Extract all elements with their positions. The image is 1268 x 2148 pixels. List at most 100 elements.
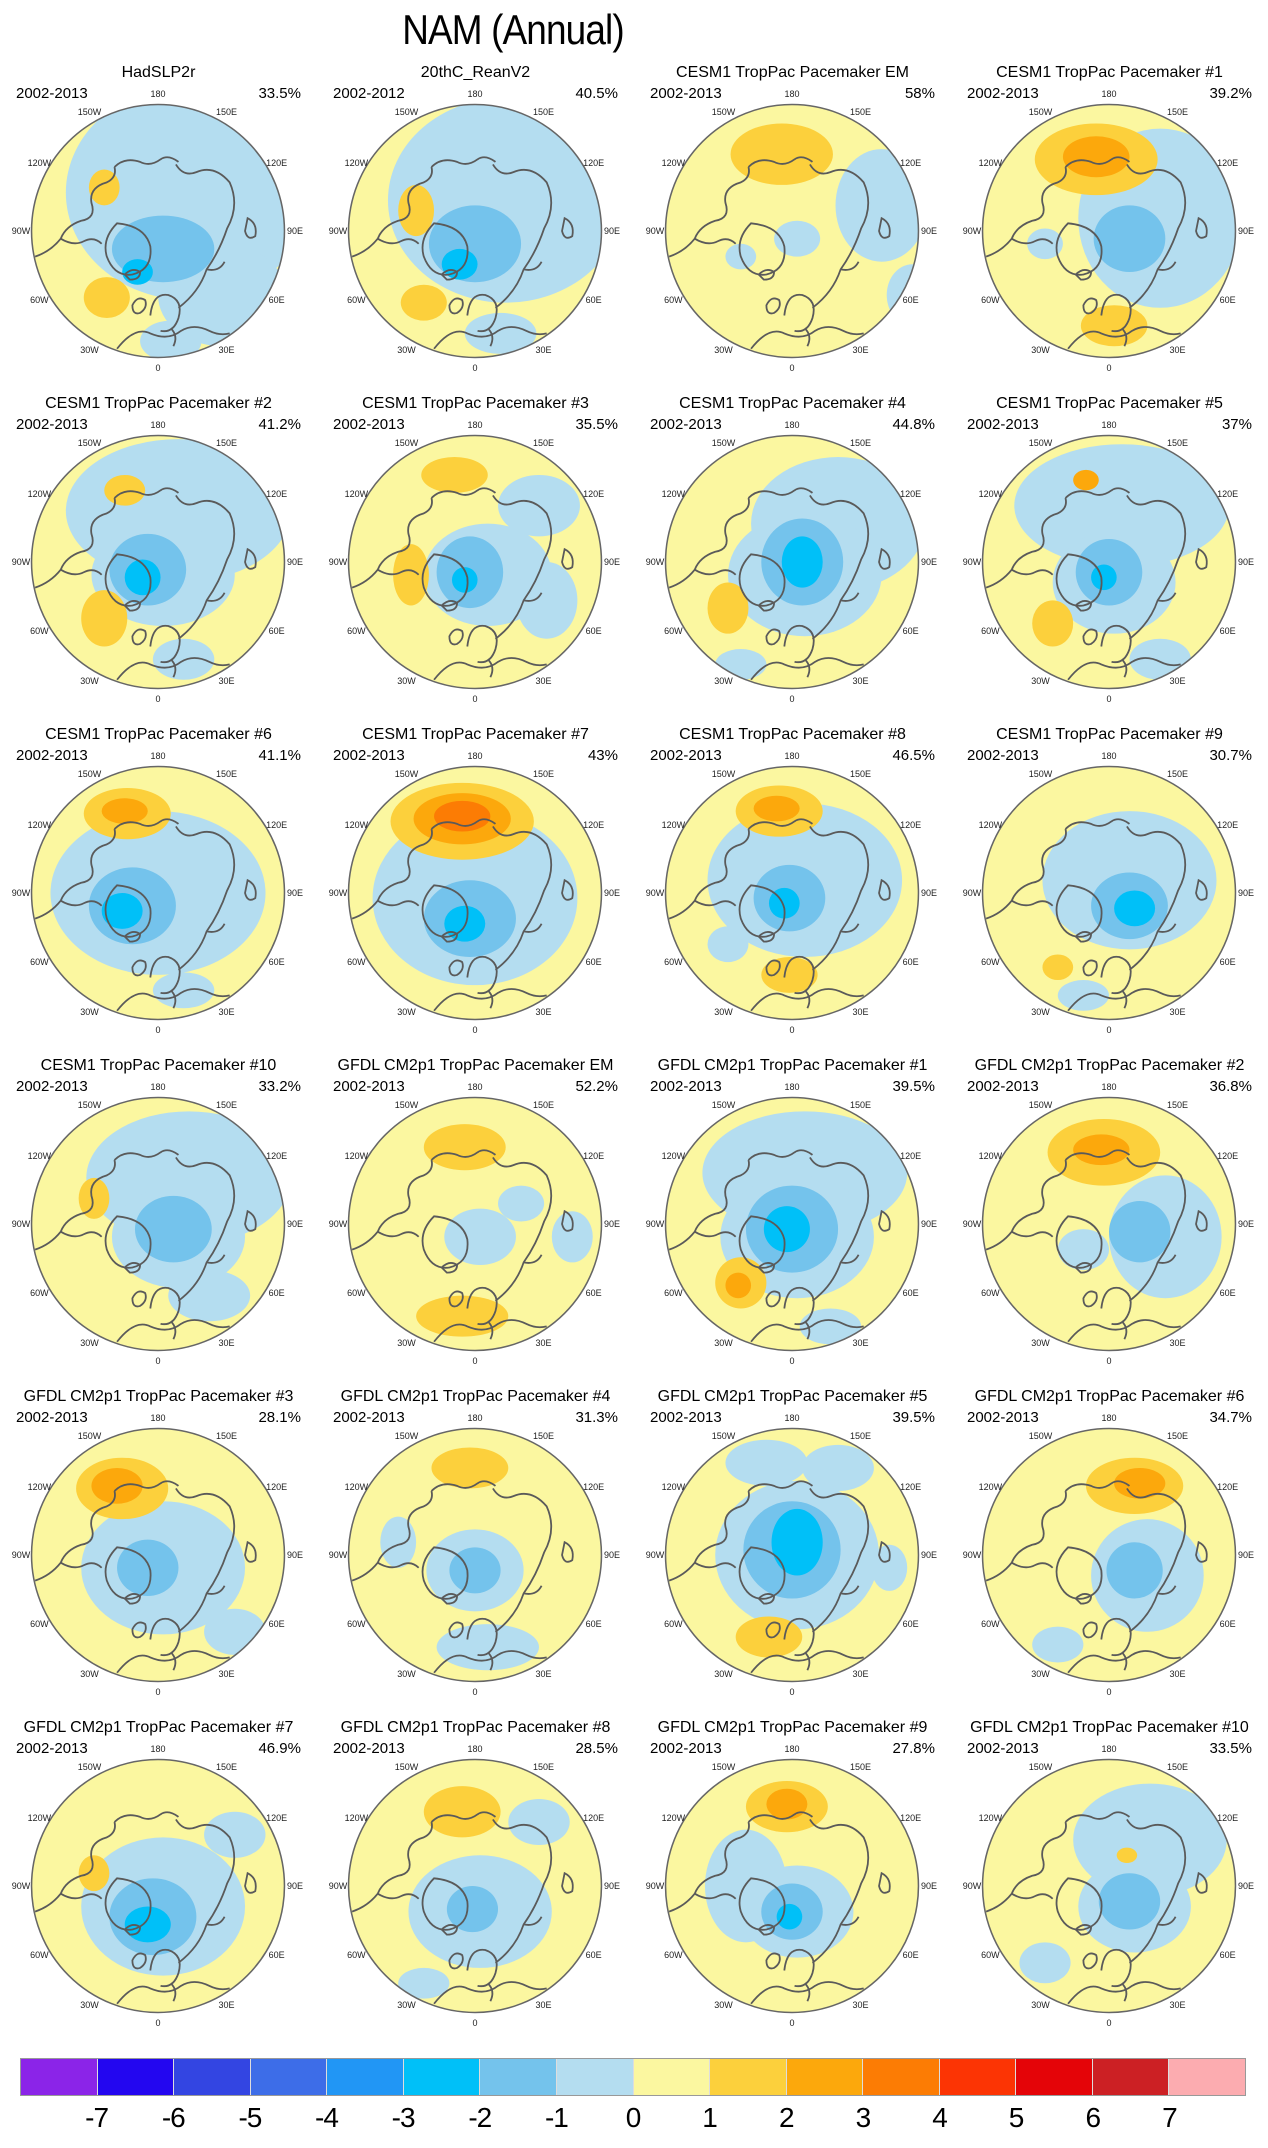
lon-label-150W: 150W (1028, 1762, 1053, 1773)
lon-label-30W: 30W (397, 1668, 416, 1679)
colorbar: -7 -6 -5 -4 -3 -2 -1 0 1 2 3 4 5 6 7 (20, 2058, 1246, 2138)
coastline-path (430, 487, 497, 499)
coastline-path (60, 1230, 103, 1238)
panel-title: CESM1 TropPac Pacemaker #2 (45, 395, 272, 412)
lon-label-120W: 120W (344, 1150, 369, 1161)
lon-label-30E: 30E (535, 344, 552, 355)
lon-label-150E: 150E (532, 107, 555, 118)
lon-label-30E: 30E (1169, 675, 1186, 686)
coastline-path (1011, 237, 1054, 245)
lon-label-120W: 120W (27, 819, 52, 830)
lon-label-150W: 150W (77, 769, 102, 780)
lon-label-90W: 90W (645, 1219, 665, 1229)
lon-label-30E: 30E (535, 675, 552, 686)
lon-label-180: 180 (1101, 1413, 1117, 1423)
lon-label-90W: 90W (328, 888, 348, 898)
lon-label-30E: 30E (218, 344, 235, 355)
map-circle (664, 1096, 920, 1352)
lon-label-60E: 60E (585, 294, 602, 305)
coastline-path (206, 261, 226, 271)
coastline-path (1082, 1621, 1098, 1639)
anomaly-blob (508, 1798, 570, 1846)
coastline-path (492, 825, 553, 971)
panel-period-label: 2002-2013 (16, 85, 88, 102)
coastline-path (60, 1561, 103, 1569)
coastline-path (104, 884, 152, 938)
panel-grid: HadSLP2r 2002-2013 33.5% 180 150E 120E 90E 60E 3… (0, 58, 1268, 2044)
lon-label-180: 180 (467, 1413, 483, 1423)
lon-label-150E: 150E (215, 1762, 238, 1773)
coastline-path (440, 600, 458, 612)
lon-label-90E: 90E (286, 1550, 304, 1560)
coastline-path (757, 1924, 775, 1936)
lon-label-120E: 120E (900, 1812, 922, 1823)
coastline-path (561, 1540, 574, 1563)
coastline-path (1126, 825, 1187, 971)
lon-label-180: 180 (150, 89, 166, 99)
colorbar-cell (1169, 2059, 1245, 2095)
panel-percent-label: 27.8% (892, 1740, 935, 1757)
lon-label-30W: 30W (714, 344, 733, 355)
lon-label-60E: 60E (585, 625, 602, 636)
lon-label-30W: 30W (714, 1006, 733, 1017)
lon-label-90W: 90W (645, 1881, 665, 1891)
coastline-path (60, 899, 103, 907)
figure-title: NAM (Annual) (402, 6, 624, 53)
lon-label-180: 180 (467, 751, 483, 761)
coastline-path (809, 1487, 870, 1633)
coastline-path (694, 1561, 737, 1569)
lon-label-60W: 60W (347, 1287, 366, 1298)
coastline-path (750, 657, 864, 681)
map-panel: GFDL CM2p1 TropPac Pacemaker EM 2002-2013… (317, 1051, 634, 1382)
coastline-path (116, 1319, 230, 1343)
coastline-path (440, 1262, 458, 1274)
panel-period-label: 2002-2013 (16, 1078, 88, 1095)
lon-label-180: 180 (784, 751, 800, 761)
coastline-path (113, 1811, 180, 1823)
coastline-path (1067, 1319, 1181, 1343)
map-area: 2002-2013 52.2% 180 150E 120E 90E 60E 30E 0 30W 60… (317, 1076, 634, 1376)
panel-percent-label: 37% (1221, 416, 1252, 433)
coastline-path (783, 624, 815, 664)
map-svg (664, 103, 920, 359)
coastline-path (523, 923, 543, 933)
coastline-path (668, 828, 750, 920)
anomaly-blob (81, 590, 128, 647)
lon-label-120W: 120W (27, 157, 52, 168)
map-area: 2002-2013 58% 180 150E 120E 90E 60E 30E 0 30W 60W 9… (634, 83, 951, 383)
coastline-path (1082, 1290, 1098, 1308)
lon-label-0: 0 (472, 694, 478, 704)
anomaly-blob (515, 562, 578, 639)
coastline-path (430, 818, 497, 830)
coastline-path (750, 1319, 864, 1343)
coastline-path (1011, 1230, 1054, 1238)
anomaly-blob (416, 1295, 509, 1337)
anomaly-blob (431, 1447, 509, 1489)
coastline-path (430, 1149, 497, 1161)
coastline-path (809, 825, 870, 971)
map-outline (981, 765, 1237, 1021)
anomaly-blob (398, 184, 435, 237)
colorbar-cell (97, 2059, 175, 2095)
lon-label-30W: 30W (80, 675, 99, 686)
coastline-path (765, 297, 781, 315)
lon-label-120W: 120W (978, 157, 1003, 168)
panel-percent-label: 36.8% (1209, 1078, 1252, 1095)
lon-label-150E: 150E (849, 769, 872, 780)
coastline-path (206, 1254, 226, 1264)
coastline-path (840, 592, 860, 602)
coastline-path (433, 988, 547, 1012)
lon-label-0: 0 (1106, 2018, 1112, 2028)
coastline-path (377, 899, 420, 907)
lon-label-150E: 150E (1166, 1431, 1189, 1442)
panel-period-label: 2002-2013 (967, 747, 1039, 764)
map-circle (981, 765, 1237, 1021)
lon-label-60W: 60W (347, 625, 366, 636)
coastline-path (694, 1892, 737, 1900)
anomaly-blob (725, 1439, 808, 1486)
lon-label-60W: 60W (664, 294, 683, 305)
coastline-path (448, 628, 464, 646)
lon-label-60W: 60W (981, 294, 1000, 305)
coastline-path (878, 1871, 891, 1894)
coastline-path (783, 1948, 815, 1988)
